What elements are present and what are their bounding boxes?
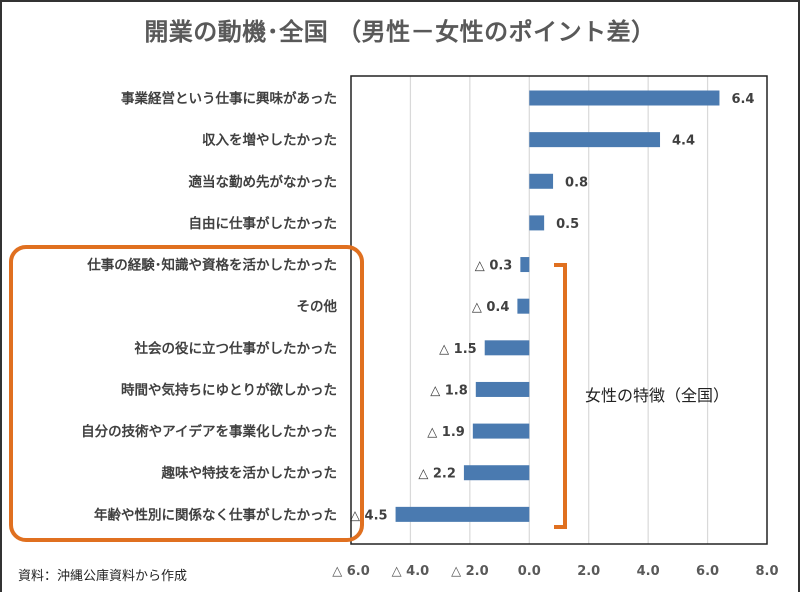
category-label: 自分の技術やアイデアを事業化したかった: [81, 423, 337, 440]
category-label: その他: [297, 298, 338, 315]
source-note: 資料：沖縄公庫資料から作成: [18, 569, 187, 584]
bar: [529, 215, 545, 231]
x-tick-label: △ 4.0: [392, 564, 430, 579]
data-label: 0.8: [565, 175, 588, 190]
bar: [463, 465, 530, 481]
data-label: △ 0.4: [472, 300, 510, 315]
category-label: 社会の役に立つ仕事がしたかった: [134, 340, 338, 357]
bar: [484, 340, 530, 356]
category-label: 仕事の経験･知識や資格を活かしたかった: [86, 257, 337, 274]
bar: [475, 381, 530, 397]
data-label: 0.5: [556, 217, 579, 232]
bar: [529, 90, 720, 106]
bar: [529, 173, 554, 189]
data-label: △ 2.2: [418, 467, 456, 482]
plot-area-border: [350, 75, 768, 545]
bar: [529, 132, 661, 148]
category-label: 時間や気持ちにゆとりが欲しかった: [121, 381, 337, 398]
bar: [517, 298, 530, 314]
x-tick-label: △ 2.0: [451, 564, 489, 579]
data-label: 6.4: [731, 92, 754, 107]
bar: [395, 506, 530, 522]
data-label: 4.4: [672, 134, 695, 149]
bracket: [554, 263, 567, 529]
data-label: △ 0.3: [475, 259, 513, 274]
x-tick-label: △ 6.0: [332, 564, 370, 579]
bar: [520, 257, 530, 273]
data-label: △ 1.5: [439, 342, 477, 357]
category-label: 適当な勤め先がなかった: [189, 173, 338, 190]
data-label: △ 4.5: [350, 508, 388, 523]
bar: [472, 423, 530, 439]
x-tick-label: 8.0: [755, 564, 778, 579]
data-label: △ 1.9: [427, 425, 465, 440]
chart-title: 開業の動機･全国 （男性－女性のポイント差）: [144, 18, 656, 46]
data-label: △ 1.8: [430, 383, 468, 398]
category-label: 年齢や性別に関係なく仕事がしたかった: [94, 506, 337, 523]
category-label: 収入を増やしたかった: [202, 132, 337, 149]
category-label: 自由に仕事がしたかった: [189, 215, 338, 232]
x-tick-label: 6.0: [696, 564, 719, 579]
annotation-label: 女性の特徴（全国）: [585, 386, 729, 405]
category-label: 趣味や特技を活かしたかった: [161, 465, 338, 482]
x-tick-label: 4.0: [637, 564, 660, 579]
category-label: 事業経営という仕事に興味があった: [121, 90, 337, 107]
highlight-box: [9, 245, 364, 542]
x-tick-label: 2.0: [577, 564, 600, 579]
x-tick-label: 0.0: [518, 564, 541, 579]
